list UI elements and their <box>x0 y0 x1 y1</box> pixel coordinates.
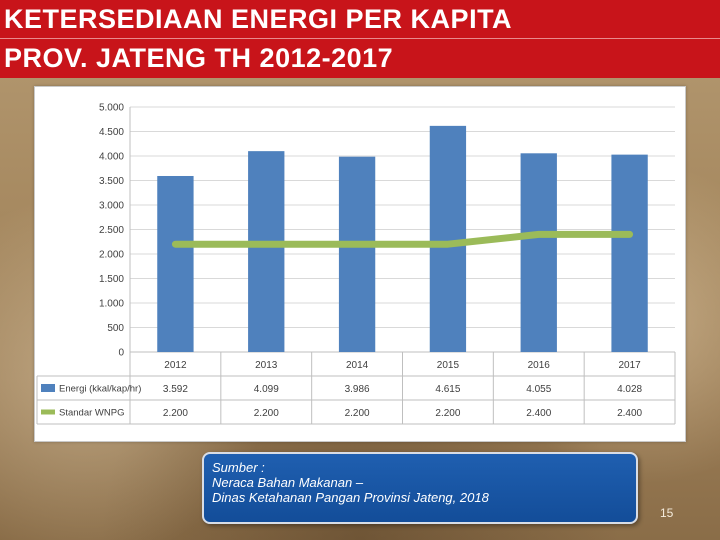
data-label-standar: 2.400 <box>526 408 551 419</box>
data-label-energi: 4.055 <box>526 384 551 395</box>
legend-key-energi <box>41 384 55 392</box>
y-tick-label: 3.500 <box>99 176 124 187</box>
energy-chart: 0 500 1.000 1.500 2.000 2.500 3.000 3.500 4.000 4… <box>36 103 676 425</box>
x-category-label: 2012 <box>164 360 187 371</box>
slide-title-line-1: KETERSEDIAAN ENERGI PER KAPITA <box>4 4 513 34</box>
x-category-label: 2013 <box>255 360 278 371</box>
bar-2012 <box>157 175 194 352</box>
x-category-label: 2016 <box>528 360 551 371</box>
data-label-standar: 2.200 <box>254 408 279 419</box>
source-line-2: Neraca Bahan Makanan – <box>212 475 364 490</box>
chart-panel: 0 500 1.000 1.500 2.000 2.500 3.000 3.500 4.000 4… <box>34 86 686 442</box>
data-label-standar: 2.400 <box>617 408 642 419</box>
x-category-label: 2017 <box>618 360 641 371</box>
bar-2015 <box>429 125 467 352</box>
y-tick-label: 5.000 <box>99 103 124 114</box>
source-line-3: Dinas Ketahanan Pangan Provinsi Jateng, … <box>212 490 489 505</box>
data-label-energi: 3.986 <box>345 384 370 395</box>
data-label-energi: 4.099 <box>254 384 279 395</box>
y-tick-label: 2.500 <box>99 225 124 236</box>
bar-2013 <box>248 151 285 352</box>
title-divider <box>0 38 720 39</box>
x-category-label: 2015 <box>437 360 460 371</box>
bar-2016 <box>520 153 557 352</box>
data-label-energi: 4.028 <box>617 384 642 395</box>
y-tick-label: 1.000 <box>99 299 124 310</box>
source-label: Sumber : <box>212 460 265 475</box>
bar-2017 <box>611 154 648 352</box>
bar-2014 <box>338 156 376 352</box>
page-number: 15 <box>660 506 674 520</box>
y-tick-label: 4.000 <box>99 152 124 163</box>
legend-label-energi: Energi (kkal/kap/hr) <box>59 384 141 395</box>
data-label-energi: 4.615 <box>435 384 460 395</box>
data-label-standar: 2.200 <box>435 408 460 419</box>
legend-label-standar: Standar WNPG <box>59 408 124 419</box>
y-tick-label: 2.000 <box>99 250 124 261</box>
source-box: Sumber : Neraca Bahan Makanan – Dinas Ke… <box>202 452 638 524</box>
y-tick-label: 1.500 <box>99 274 124 285</box>
data-label-standar: 2.200 <box>163 408 188 419</box>
y-tick-label: 3.000 <box>99 201 124 212</box>
data-label-standar: 2.200 <box>345 408 370 419</box>
x-category-label: 2014 <box>346 360 369 371</box>
slide-title-line-2: PROV. JATENG TH 2012-2017 <box>4 43 394 73</box>
data-label-energi: 3.592 <box>163 384 188 395</box>
title-bar: KETERSEDIAAN ENERGI PER KAPITA PROV. JAT… <box>0 0 720 78</box>
y-tick-label: 500 <box>107 323 124 334</box>
y-tick-label: 4.500 <box>99 127 124 138</box>
y-tick-label: 0 <box>118 348 124 359</box>
standard-wnpg-line <box>171 230 634 248</box>
